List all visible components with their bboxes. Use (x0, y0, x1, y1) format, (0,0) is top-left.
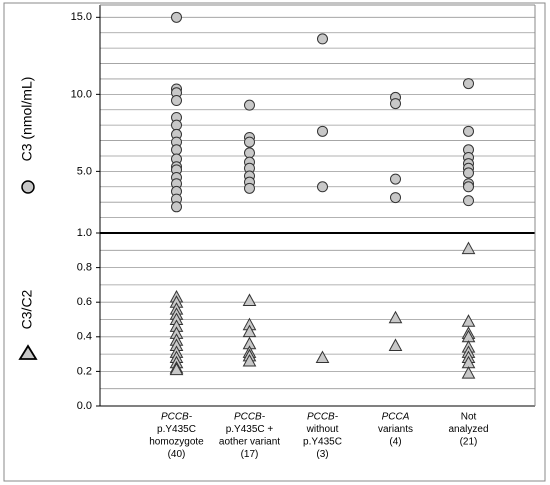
point (390, 173, 401, 185)
x-tick-label: aother variant (219, 437, 280, 448)
point (317, 125, 328, 137)
point (244, 99, 255, 111)
y-tick-label: 1.0 (77, 227, 92, 239)
x-tick-label: analyzed (448, 424, 488, 435)
legend-marker (21, 180, 35, 194)
x-tick-label: PCCB- (307, 412, 339, 423)
point (244, 136, 255, 148)
point (461, 314, 476, 327)
point (171, 119, 182, 131)
point (463, 167, 474, 179)
y-tick-label: 5.0 (77, 165, 92, 177)
point (317, 33, 328, 45)
legend-marker (18, 344, 38, 360)
point (463, 125, 474, 137)
x-tick-label: Not (461, 412, 477, 423)
point (461, 366, 476, 379)
point (244, 182, 255, 194)
point (315, 350, 330, 364)
x-tick-label: homozygote (149, 437, 204, 448)
point (171, 11, 182, 23)
outer-frame (3, 2, 546, 482)
x-tick-label: (17) (241, 449, 259, 460)
point (463, 195, 474, 207)
point (244, 147, 255, 159)
y-tick-label: 0.4 (77, 331, 92, 343)
x-tick-label: p.Y435C + (226, 424, 274, 435)
point (390, 98, 401, 110)
point (388, 310, 403, 324)
point (317, 181, 328, 193)
point (390, 192, 401, 204)
y-tick-label: 0.0 (77, 400, 92, 412)
y-tick-label: 0.6 (77, 296, 92, 308)
x-tick-label: PCCB- (234, 412, 266, 423)
y-axis-label: C3/C2 (19, 289, 35, 329)
x-tick-label: p.Y435C (303, 437, 342, 448)
y-axis-label: C3 (nmol/mL) (19, 77, 35, 162)
point (242, 353, 257, 367)
x-tick-label: PCCA (382, 412, 410, 423)
point (169, 362, 184, 376)
point (242, 324, 257, 338)
x-tick-label: (21) (460, 437, 478, 448)
point (242, 293, 257, 306)
x-tick-label: without (306, 424, 339, 435)
y-tick-label: 0.2 (77, 365, 92, 377)
point (171, 95, 182, 107)
x-tick-label: (3) (316, 449, 328, 460)
point (463, 181, 474, 193)
point (171, 144, 182, 156)
x-tick-label: (40) (168, 449, 186, 460)
x-tick-label: PCCB- (161, 412, 193, 423)
point (461, 241, 476, 255)
x-tick-label: variants (378, 424, 413, 435)
x-tick-label: p.Y435C (157, 424, 196, 435)
y-tick-label: 10.0 (71, 88, 92, 100)
point (388, 338, 403, 351)
y-tick-label: 15.0 (71, 11, 92, 23)
y-tick-label: 0.8 (77, 262, 92, 274)
x-tick-label: (4) (389, 437, 401, 448)
point (463, 78, 474, 90)
point (171, 201, 182, 213)
